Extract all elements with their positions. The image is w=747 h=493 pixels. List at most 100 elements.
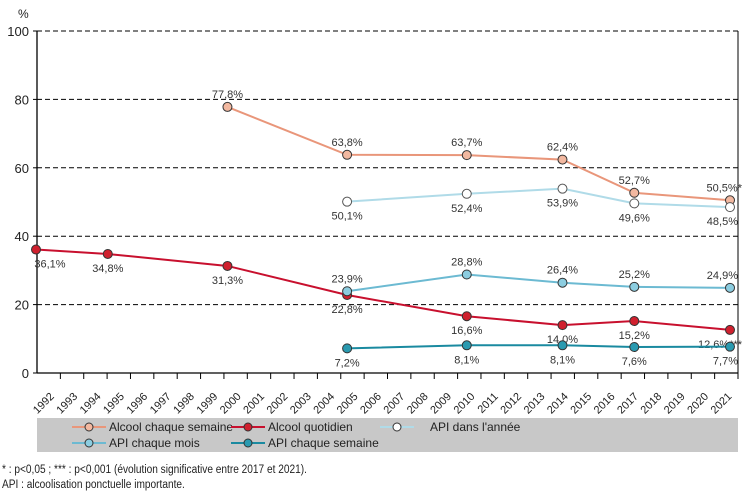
data-label: 14,0% [547,334,578,346]
data-point [725,341,735,352]
data-label: 52,4% [451,203,482,215]
data-point [342,196,353,207]
x-tick-label: 2000 [218,391,244,417]
series-api-chaque-mois: 23,9% 28,8% 26,4% 25,2% 24,9% [332,257,738,297]
y-tick-label: 20 [15,298,29,313]
x-tick-label: 1999 [195,391,221,417]
data-label: 50,5%* [707,182,743,194]
data-point [557,340,568,351]
data-point [629,198,640,209]
api-note: API : alcoolisation ponctuelle important… [2,479,185,491]
x-tick-label: 2021 [709,391,735,417]
data-label: 36,1% [34,259,65,271]
legend-item: API chaque semaine [231,436,379,450]
x-tick-label: 1994 [78,391,104,417]
data-point [629,187,640,198]
series-api-chaque-semaine: 7,2% 8,1% 8,1% 7,6% 7,7% [335,340,738,369]
data-point [557,320,568,331]
data-label: 53,9% [547,198,578,210]
x-tick-label: 1997 [148,391,174,417]
legend-marker [392,422,402,432]
y-tick-label: 60 [15,161,29,176]
x-tick-label: 1998 [171,391,197,417]
data-label: 7,7% [713,356,738,368]
data-point [629,281,640,292]
data-label: 8,1% [550,354,575,366]
data-label: 48,5% [707,216,738,228]
data-label: 25,2% [619,269,650,281]
data-point [461,188,472,199]
legend-item: Alcool chaque semaine [72,420,233,434]
x-tick-label: 2010 [452,391,478,417]
x-tick-label: 1995 [101,391,127,417]
legend-label: Alcool chaque semaine [109,420,233,434]
data-label: 34,8% [92,263,123,275]
data-label: 63,7% [451,137,482,149]
data-point [31,244,41,255]
x-tick-label: 2009 [428,391,454,417]
series-line [227,105,731,202]
legend-label: Alcool quotidien [268,420,353,434]
series-line [347,344,731,350]
data-point [461,269,472,280]
data-point [629,316,640,327]
x-tick-label: 2004 [311,391,337,417]
data-point [342,286,353,297]
x-tick-label: 2020 [685,391,711,417]
data-point [725,202,735,213]
data-point [629,342,640,353]
data-label: 15,2% [619,330,650,342]
data-label: 49,6% [619,212,650,224]
series-line [35,248,731,331]
data-label: 26,4% [547,265,578,277]
data-label: 22,8% [332,304,363,316]
legend-item: API dans l'année [380,420,521,434]
x-tick-label: 2007 [382,391,408,417]
data-point [222,260,233,271]
x-tick-label: 2018 [639,391,665,417]
data-label: 23,9% [332,273,363,285]
data-label: 16,6% [451,325,482,337]
y-axis-label: % [18,7,29,21]
legend-marker [84,438,94,448]
x-tick-label: 2015 [568,391,594,417]
y-tick-label: 40 [15,229,29,244]
data-point [557,183,568,194]
legend-label: API chaque mois [109,436,200,450]
data-point [342,149,353,160]
y-tick-label: 0 [22,366,29,381]
series-alcool-quotidien: 36,1% 34,8% 31,3% 22,8% 16,6% 14,0% 15,2% 12,6%… [31,244,743,351]
series-alcool-chaque-semaine: 77,8% 63,8% 63,7% 62,4% 52,7% 50,5%* [212,89,743,206]
x-tick-label: 2011 [476,391,501,416]
data-label: 52,7% [619,175,650,187]
data-point [461,311,472,322]
data-point [222,101,233,112]
x-tick-label: 1996 [124,391,150,417]
data-label: 62,4% [547,142,578,154]
data-point [102,248,113,259]
legend-label: API dans l'année [430,420,521,434]
x-tick-label: 2012 [498,391,524,417]
series-api-dans-l-ann-e: 50,1% 52,4% 53,9% 49,6% 48,5% [332,183,738,228]
x-tick-label: 2003 [288,391,314,417]
x-tick-label: 2017 [615,391,641,417]
y-tick-label: 80 [15,92,29,107]
x-tick-label: 2002 [265,391,291,417]
x-tick-label: 2013 [522,391,548,417]
x-tick-label: 1992 [31,391,57,417]
x-tick-label: 2006 [358,391,384,417]
data-label: 7,6% [622,356,647,368]
x-tick-label: 2016 [592,391,618,417]
significance-note: * : p<0,05 ; *** : p<0,001 (évolution si… [2,464,307,476]
data-label: 31,3% [212,275,243,287]
data-point [725,282,735,293]
x-tick-label: 2005 [335,391,361,417]
legend-item: API chaque mois [72,436,200,450]
x-tick-label: 2001 [241,391,267,417]
data-point [342,343,353,354]
x-tick-label: 1993 [54,391,80,417]
data-label: 77,8% [212,89,243,101]
legend-background [37,418,738,452]
data-point [557,277,568,288]
